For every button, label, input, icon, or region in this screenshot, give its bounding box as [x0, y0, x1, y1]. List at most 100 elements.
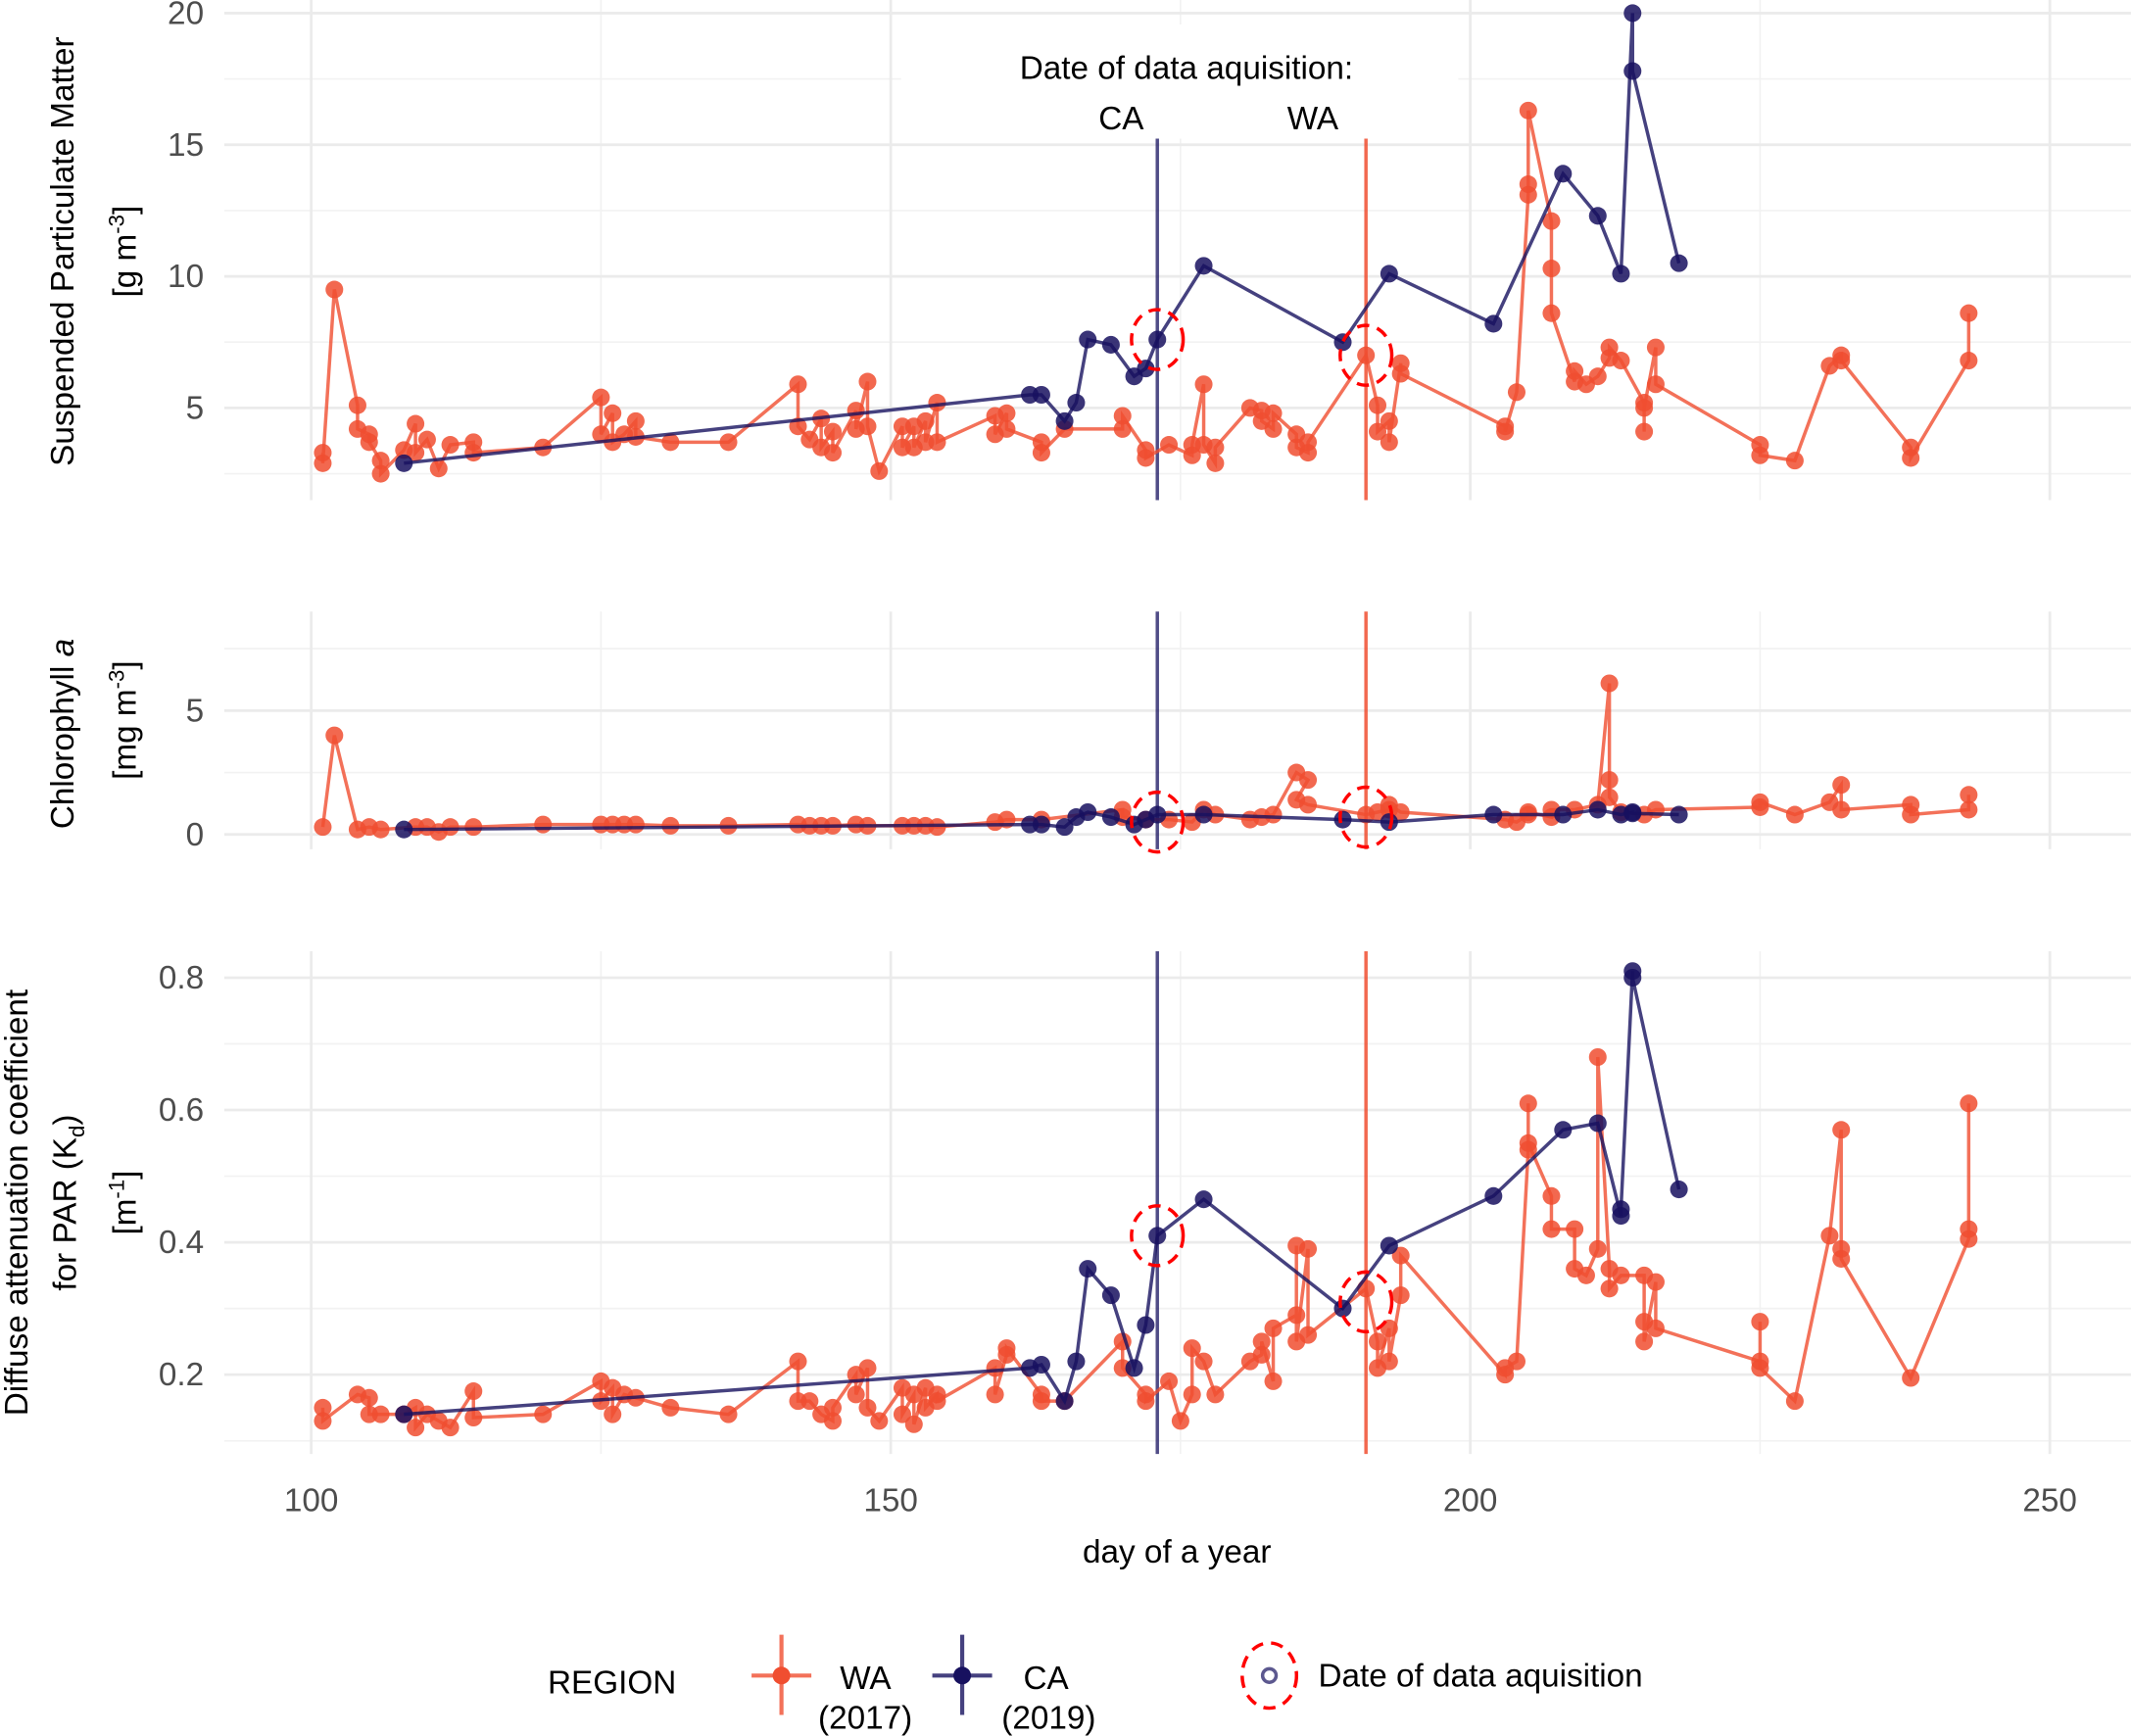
wa-data-point — [1206, 438, 1225, 457]
wa-data-point — [1113, 419, 1132, 438]
wa-data-point — [1391, 364, 1410, 383]
legend-title: REGION — [548, 1664, 676, 1701]
wa-data-point — [1832, 1249, 1851, 1268]
wa-data-point — [1264, 1372, 1283, 1390]
wa-data-point — [1646, 338, 1665, 357]
x-tick-label: 200 — [1443, 1482, 1498, 1519]
ca-data-point — [1125, 1359, 1143, 1377]
ca-data-point — [1079, 330, 1097, 349]
wa-data-point — [1646, 375, 1665, 394]
wa-data-point — [789, 1352, 807, 1371]
wa-data-point — [407, 444, 425, 462]
wa-data-point — [441, 436, 460, 455]
wa-data-point — [1960, 1220, 1978, 1238]
wa-data-point — [997, 419, 1016, 438]
wa-data-point — [1646, 1319, 1665, 1337]
wa-data-point — [870, 461, 889, 480]
ca-data-point — [1380, 1236, 1398, 1255]
wa-data-point — [1960, 786, 1978, 804]
ca-data-point — [1670, 1181, 1688, 1199]
wa-data-point — [1264, 805, 1283, 824]
wa-data-point — [429, 459, 448, 478]
y-title-spm-label: Suspended Particulate Matter — [45, 36, 81, 465]
panel-spm: 5 10 15 20 — [168, 0, 2131, 501]
wa-acquisition-circle — [1338, 1270, 1394, 1334]
wa-data-point — [1357, 346, 1376, 364]
ca-data-point — [1194, 1190, 1213, 1209]
legend-label-ca: CA — [1024, 1661, 1070, 1697]
wa-acquisition-circle — [1338, 785, 1394, 849]
wa-data-point — [1137, 1392, 1155, 1411]
wa-data-point — [1380, 1352, 1398, 1371]
wa-data-point — [1032, 1392, 1050, 1411]
wa-data-point — [1287, 1306, 1306, 1325]
wa-data-point — [904, 1415, 923, 1433]
wa-data-point — [1496, 422, 1515, 441]
wa-data-point — [1600, 771, 1619, 790]
wa-data-point — [407, 1419, 425, 1437]
ca-data-point — [1079, 802, 1097, 822]
wa-data-point — [464, 444, 483, 462]
ca-data-point — [1055, 1392, 1074, 1411]
wa-data-point — [371, 452, 390, 470]
wa-data-point — [1635, 1332, 1654, 1351]
x-tick-label: 100 — [284, 1482, 339, 1519]
wa-data-point — [1264, 419, 1283, 438]
wa-data-point — [1635, 422, 1654, 441]
legend-acquisition-point — [1260, 1666, 1279, 1684]
x-axis-title: day of a year — [1083, 1534, 1271, 1570]
wa-data-point — [847, 1385, 865, 1404]
y-title-spm-unit: [g m-3] — [104, 206, 143, 298]
wa-data-point — [314, 1398, 332, 1417]
wa-data-point — [1600, 338, 1619, 357]
legend-key-point — [953, 1666, 972, 1685]
wa-data-point — [823, 1398, 842, 1417]
wa-data-point — [1542, 1220, 1561, 1238]
wa-data-point — [986, 1359, 1004, 1377]
ca-data-point — [1380, 813, 1398, 832]
ca-data-point — [1380, 265, 1398, 283]
wa-data-point — [1160, 436, 1179, 455]
wa-data-point — [325, 280, 344, 299]
wa-data-point — [1588, 1239, 1607, 1258]
wa-data-point — [661, 1398, 680, 1417]
ca-data-point — [1554, 165, 1573, 183]
wa-data-point — [1032, 444, 1050, 462]
wa-data-point — [464, 1409, 483, 1427]
wa-data-point — [719, 433, 738, 452]
wa-data-point — [1566, 1220, 1584, 1238]
ca-data-point — [1333, 1299, 1352, 1318]
wa-data-point — [534, 815, 553, 834]
wa-data-point — [1380, 433, 1398, 452]
x-tick-label: 250 — [2022, 1482, 2077, 1519]
wa-data-point — [1960, 800, 1978, 819]
ca-data-point — [1623, 804, 1642, 823]
wa-data-point — [928, 1392, 946, 1411]
ca-data-point — [395, 454, 413, 472]
wa-data-point — [1137, 449, 1155, 467]
wa-data-point — [1264, 1319, 1283, 1337]
wa-data-point — [1299, 1326, 1318, 1344]
wa-data-point — [800, 1392, 819, 1411]
wa-data-point — [441, 818, 460, 837]
wa-data-point — [1566, 362, 1584, 380]
wa-data-point — [1299, 796, 1318, 814]
y-title-chl: Chlorophyll a [mg m-3] — [45, 639, 144, 829]
wa-data-point — [1785, 1392, 1804, 1411]
wa-data-point — [1542, 304, 1561, 322]
wa-data-point — [1832, 800, 1851, 819]
ca-data-point — [1055, 411, 1074, 430]
wa-data-point — [1391, 802, 1410, 822]
wa-data-point — [371, 464, 390, 483]
wa-data-point — [847, 402, 865, 420]
ca-data-point — [1484, 314, 1503, 333]
legend-year-ca: (2019) — [1001, 1700, 1095, 1736]
wa-data-point — [464, 1382, 483, 1401]
y-title-chl-label: Chlorophyll a — [45, 639, 81, 829]
y-tick-label: 5 — [186, 391, 205, 427]
wa-data-point — [1612, 1266, 1630, 1284]
wa-data-point — [1600, 674, 1619, 693]
ca-data-point — [1137, 1316, 1155, 1334]
ca-data-point — [1333, 810, 1352, 829]
wa-data-point — [1507, 1352, 1526, 1371]
